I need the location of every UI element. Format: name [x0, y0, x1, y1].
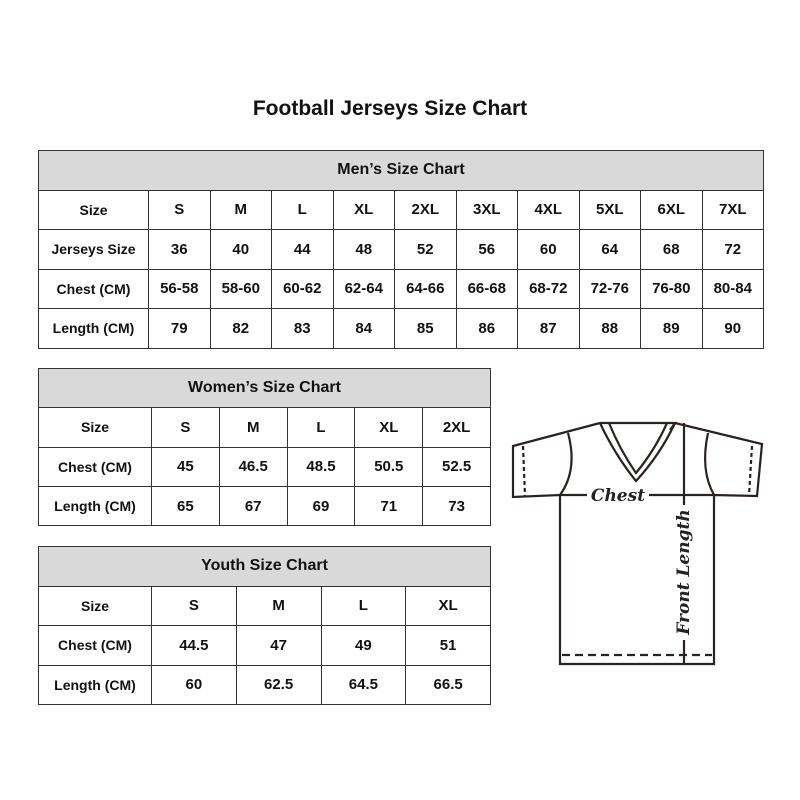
table-row: Size S M L XL: [38, 585, 491, 626]
row-label: Length (CM): [38, 308, 149, 349]
table-cell: M: [235, 585, 322, 626]
table-cell: 65: [151, 485, 220, 527]
table-cell: 72-76: [578, 268, 641, 309]
table-cell: 47: [235, 625, 322, 666]
table-cell: 73: [422, 485, 491, 527]
table-cell: 60: [151, 664, 237, 705]
table-cell: 82: [209, 308, 272, 349]
table-cell: 64.5: [320, 664, 407, 705]
table-cell: 5XL: [578, 189, 641, 230]
chest-label: Chest: [591, 486, 645, 506]
table-cell: 68: [640, 229, 703, 270]
table-cell: L: [286, 407, 356, 448]
row-label: Length (CM): [38, 664, 152, 705]
row-label: Jerseys Size: [38, 229, 149, 270]
table-cell: 48: [332, 229, 395, 270]
table-cell: 76-80: [640, 268, 703, 309]
table-cell: 48.5: [286, 446, 356, 487]
table-cell: 67: [218, 485, 288, 527]
front-length-label: Front Length: [674, 509, 694, 635]
table-cell: XL: [354, 407, 424, 448]
table-cell: XL: [332, 189, 395, 230]
table-cell: 71: [354, 485, 424, 527]
table-cell: 80-84: [701, 268, 764, 309]
table-row: Length (CM) 60 62.5 64.5 66.5: [38, 664, 491, 705]
table-cell: 2XL: [422, 407, 491, 448]
womens-size-table: Women’s Size Chart Size S M L XL 2XL Chest (CM)…: [38, 367, 491, 527]
table-cell: 79: [148, 308, 211, 349]
women-table-heading: Women’s Size Chart: [38, 367, 491, 409]
table-cell: 88: [578, 308, 641, 349]
table-cell: 60-62: [271, 268, 334, 309]
table-cell: 66-68: [455, 268, 518, 309]
table-cell: 68-72: [517, 268, 580, 309]
table-cell: 56-58: [148, 268, 211, 309]
table-cell: 66.5: [405, 664, 491, 705]
table-cell: 62.5: [235, 664, 322, 705]
table-cell: 40: [209, 229, 272, 270]
table-cell: 60: [517, 229, 580, 270]
table-row: Chest (CM) 44.5 47 49 51: [38, 625, 491, 666]
row-label: Size: [38, 585, 152, 626]
table-cell: L: [271, 189, 334, 230]
table-cell: 52.5: [422, 446, 491, 487]
table-cell: 51: [405, 625, 491, 666]
table-row: Chest (CM) 45 46.5 48.5 50.5 52.5: [38, 446, 491, 487]
table-cell: 69: [286, 485, 356, 527]
youth-table-heading: Youth Size Chart: [38, 546, 491, 587]
table-row: Size S M L XL 2XL 3XL 4XL 5XL 6XL 7XL: [38, 189, 764, 230]
table-cell: 85: [394, 308, 457, 349]
table-cell: 6XL: [640, 189, 703, 230]
table-cell: 50.5: [354, 446, 424, 487]
table-row: Jerseys Size 36 40 44 48 52 56 60 64 68 72: [38, 229, 764, 270]
table-cell: 36: [148, 229, 211, 270]
men-table-heading: Men’s Size Chart: [38, 150, 764, 191]
row-label: Chest (CM): [38, 625, 152, 666]
row-label: Size: [38, 407, 152, 448]
table-cell: 87: [517, 308, 580, 349]
table-cell: 7XL: [701, 189, 764, 230]
row-label: Length (CM): [38, 485, 152, 527]
table-cell: 62-64: [332, 268, 395, 309]
jersey-outline-icon: [511, 421, 764, 666]
row-label: Size: [38, 189, 149, 230]
table-cell: 45: [151, 446, 220, 487]
table-cell: S: [151, 585, 237, 626]
row-label: Chest (CM): [38, 446, 152, 487]
table-cell: 44.5: [151, 625, 237, 666]
table-cell: 84: [332, 308, 395, 349]
table-cell: 44: [271, 229, 334, 270]
table-cell: XL: [405, 585, 491, 626]
table-row: Size S M L XL 2XL: [38, 407, 491, 448]
youth-size-table: Youth Size Chart Size S M L XL Chest (CM) 44.5 4…: [38, 546, 491, 705]
table-cell: 49: [320, 625, 407, 666]
table-row: Length (CM) 79 82 83 84 85 86 87 88 89 90: [38, 308, 764, 349]
page-title: Football Jerseys Size Chart: [252, 97, 528, 120]
table-cell: 90: [701, 308, 764, 349]
mens-size-table: Men’s Size Chart Size S M L XL 2XL 3XL 4XL 5XL 6XL…: [38, 150, 764, 349]
table-cell: 86: [455, 308, 518, 349]
table-row: Length (CM) 65 67 69 71 73: [38, 485, 491, 527]
table-cell: M: [218, 407, 288, 448]
table-cell: L: [320, 585, 407, 626]
